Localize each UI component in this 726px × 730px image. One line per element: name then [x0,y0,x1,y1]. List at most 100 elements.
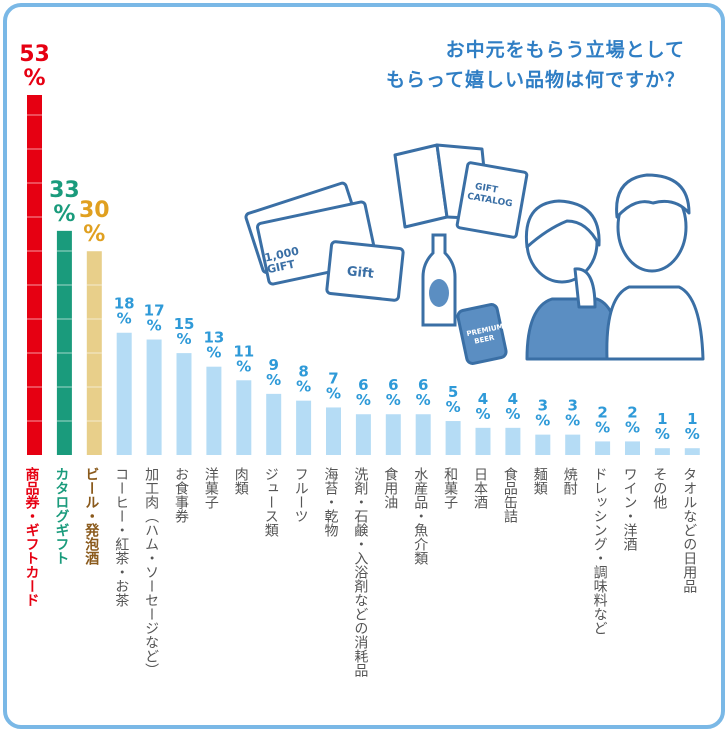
bar-12 [355,414,371,455]
category-label: 麺類 [532,467,548,495]
category-label: 洗剤・石鹸・入浴剤などの消耗品 [352,467,368,677]
category-label: 日本酒 [472,467,488,509]
value-label: 2 [597,403,607,421]
value-label: 4 [478,390,488,408]
gift-illustration: 1,000GIFT Gift GIFTCATALOG PREMIUMBEER [244,143,705,365]
value-unit: % [147,317,162,335]
bar-2 [56,230,72,455]
category-label: 食品缶詰 [502,466,518,523]
bar-18 [535,434,551,455]
category-label: 食用油 [382,466,398,509]
bar-14 [415,414,431,455]
value-unit: % [565,412,580,430]
value-label: 11 [233,342,254,360]
bar-7 [206,366,222,455]
value-label: 3 [538,397,548,415]
value-unit: % [356,391,371,409]
value-label: 18 [114,295,135,313]
category-label: 焼酎 [562,467,578,495]
value-label: 6 [418,376,428,394]
category-label: タオルなどの日用品 [681,467,697,593]
value-label: 17 [144,302,165,320]
value-unit: % [266,371,281,389]
value-label: 4 [508,390,518,408]
value-unit: % [23,66,45,91]
value-unit: % [236,357,251,375]
bar-17 [505,427,521,455]
value-label: 7 [328,369,338,387]
value-unit: % [53,202,75,227]
woman-illustration [524,199,621,361]
bar-11 [326,407,341,455]
value-label: 2 [627,403,637,421]
gift-voucher-icon [244,181,405,302]
bar-10 [296,400,312,455]
category-label: 海苔・乾物 [323,467,339,538]
gift-label: Gift [346,264,374,282]
category-label: 商品券・ギフトカード [24,466,40,607]
value-unit: % [625,418,640,436]
value-unit: % [83,222,105,247]
value-unit: % [386,391,401,409]
category-label: 水産品・魚介類 [412,467,428,565]
man-illustration [605,173,705,361]
category-label: 肉類 [233,467,249,495]
bar-8 [236,380,252,455]
gift-card-text: 1,000GIFT [263,244,303,276]
bar-22 [654,448,670,455]
title-line-2: もらって嬉しい品物は何ですか？ [385,69,685,91]
bar-4 [116,332,132,455]
value-unit: % [655,425,670,443]
bar-6 [176,353,192,455]
title-line-1: お中元をもらう立場として [445,39,685,61]
value-label: 33 [49,178,80,203]
category-label: 加工肉（ハム・ソーセージなど） [143,467,159,677]
value-label: 13 [203,329,224,347]
value-label: 6 [388,376,398,394]
value-label: 6 [358,376,368,394]
bar-5 [146,339,162,455]
catalog-icon [393,143,529,239]
bar-9 [266,393,282,455]
value-unit: % [117,310,132,328]
value-unit: % [416,391,431,409]
category-label: お食事券 [173,467,189,524]
value-unit: % [206,344,221,362]
value-unit: % [326,384,341,402]
category-label: ワイン・洋酒 [622,467,638,551]
chart-frame: お中元をもらう立場として もらって嬉しい品物は何ですか？ 1,000GIFT G… [3,3,725,729]
value-label: 15 [174,315,195,333]
value-label: 9 [268,356,278,374]
category-label: ドレッシング・調味料など [592,467,608,635]
bar-16 [475,427,491,455]
bar-chart: 53%商品券・ギフトカード33%カタログギフト30%ビール・発泡酒18%コーヒー… [19,42,700,677]
value-label: 30 [79,198,110,223]
beer-can-icon [456,303,508,365]
chart-title: お中元をもらう立場として もらって嬉しい品物は何ですか？ [386,35,685,95]
value-label: 5 [448,383,458,401]
value-label: 1 [687,410,697,428]
bar-21 [625,441,640,455]
bar-20 [595,441,611,455]
category-label: コーヒー・紅茶・お茶 [113,467,129,607]
bar-1 [27,95,42,455]
category-label: カタログギフト [53,467,69,565]
beer-bottle-icon [421,233,457,327]
value-label: 8 [298,363,308,381]
category-label: ビール・発泡酒 [83,467,100,566]
value-label: 3 [567,397,577,415]
category-label: フルーツ [293,467,309,523]
bar-13 [385,414,401,455]
value-unit: % [595,418,610,436]
value-unit: % [475,405,490,423]
bar-23 [684,448,700,455]
value-label: 1 [657,410,667,428]
bar-15 [445,421,461,455]
value-label: 53 [19,42,50,67]
category-label: 和菓子 [442,467,458,509]
value-unit: % [296,378,311,396]
category-label: その他 [651,467,667,510]
value-unit: % [446,398,461,416]
value-unit: % [176,330,191,348]
value-unit: % [535,412,550,430]
